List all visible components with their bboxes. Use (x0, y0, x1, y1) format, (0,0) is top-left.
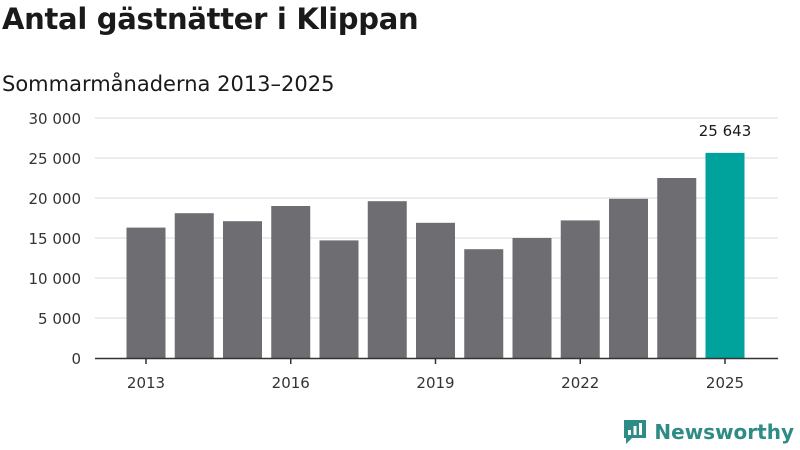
y-tick-label: 25 000 (29, 150, 82, 168)
bars (126, 152, 745, 358)
bar-2015 (223, 221, 262, 358)
y-tick-label: 20 000 (29, 190, 82, 208)
y-tick-label: 5 000 (38, 310, 81, 328)
bar-2014 (174, 213, 214, 358)
bar-2023 (609, 198, 648, 358)
brand-name: Newsworthy (654, 420, 794, 444)
chart-title: Antal gästnätter i Klippan (2, 2, 419, 36)
bar-2016 (271, 206, 311, 358)
chart-subtitle: Sommarmånaderna 2013–2025 (2, 72, 335, 96)
y-tick-label: 10 000 (29, 270, 82, 288)
bar-2018 (367, 201, 407, 358)
bar-chart-speech-bubble-icon (624, 420, 647, 444)
x-tick-label: 2025 (706, 374, 744, 392)
x-axis: 2013 2016 2019 2022 2025 (95, 357, 778, 392)
bar-2013 (126, 227, 166, 358)
bar-2020 (464, 249, 504, 358)
x-tick-label: 2022 (561, 374, 599, 392)
y-tick-label: 0 (71, 350, 81, 368)
x-tick-label: 2019 (416, 374, 454, 392)
bar-2017 (319, 240, 359, 358)
bar-2019 (416, 222, 455, 358)
bar-2022 (560, 220, 600, 358)
x-tick-label: 2016 (272, 374, 310, 392)
bar-2024 (657, 178, 697, 358)
bar-2021 (512, 238, 552, 358)
y-tick-label: 30 000 (29, 110, 82, 128)
data-label-2025: 25 643 (699, 122, 752, 140)
x-tick-label: 2013 (127, 374, 165, 392)
brand-logo: Newsworthy (622, 418, 794, 446)
bar-2025 (705, 152, 745, 358)
y-axis-ticks: 0 5 000 10 000 15 000 20 000 25 000 30 000 (29, 110, 82, 368)
data-labels: 25 643 (699, 122, 752, 140)
y-tick-label: 15 000 (29, 230, 82, 248)
